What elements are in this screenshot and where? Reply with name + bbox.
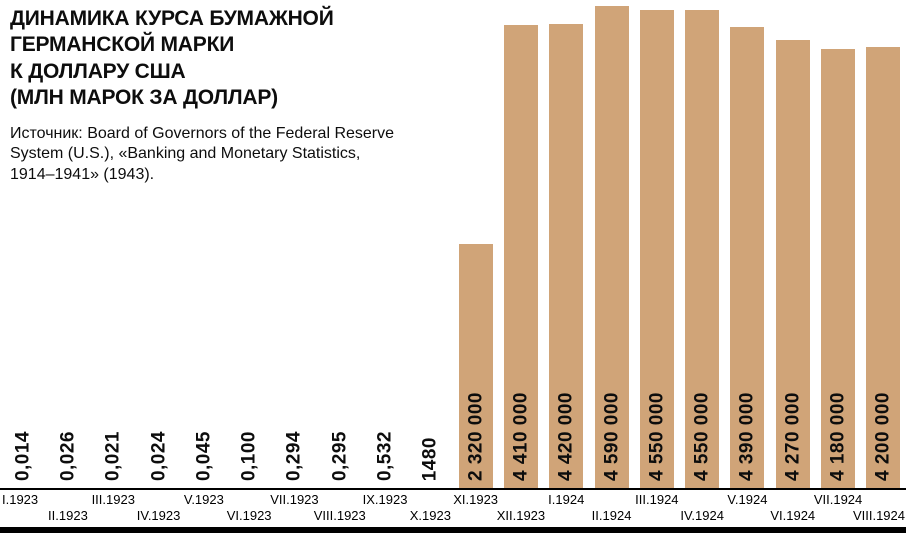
chart-header: ДИНАМИКА КУРСА БУМАЖНОЙ ГЕРМАНСКОЙ МАРКИ… xyxy=(10,6,394,185)
bar xyxy=(549,24,584,488)
bar-value-label: 0,532 xyxy=(374,430,396,481)
x-axis-label: V.1924 xyxy=(727,492,768,507)
bar-column: 2 320 000 xyxy=(453,0,498,488)
x-axis-label: III.1923 xyxy=(91,492,135,507)
bar-value-label: 4 200 000 xyxy=(872,391,894,481)
bar xyxy=(503,25,538,488)
chart-title: ДИНАМИКА КУРСА БУМАЖНОЙ ГЕРМАНСКОЙ МАРКИ… xyxy=(10,7,334,109)
bar-column: 4 180 000 xyxy=(815,0,860,488)
bar-value-label: 2 320 000 xyxy=(465,391,487,481)
bar xyxy=(730,27,765,488)
x-axis-label: IV.1923 xyxy=(136,508,181,523)
x-axis-label: II.1924 xyxy=(591,508,632,523)
bar-column: 1480 xyxy=(408,0,453,488)
bar-value-label: 4 390 000 xyxy=(736,391,758,481)
x-axis-label: VII.1924 xyxy=(813,492,863,507)
bar-column: 4 200 000 xyxy=(861,0,906,488)
bar xyxy=(458,244,493,488)
x-axis-label: IV.1924 xyxy=(680,508,724,523)
bar-column: 4 270 000 xyxy=(770,0,815,488)
bar-column: 4 590 000 xyxy=(589,0,634,488)
x-axis-labels: I.1923 II.1923 III.1923 IV.1923 V.1923 VI.192… xyxy=(0,491,906,525)
bar-value-label: 0,045 xyxy=(193,430,215,481)
bar-column: 4 390 000 xyxy=(725,0,770,488)
x-axis-label: IX.1923 xyxy=(362,492,408,507)
bar-column: 4 550 000 xyxy=(680,0,725,488)
x-axis-label: VIII.1924 xyxy=(852,508,905,523)
bar-value-label: 0,014 xyxy=(12,430,34,481)
plot-area: 0,014 0,026 0,021 0,024 0,045 0,100 0,294 0,295… xyxy=(12,0,906,488)
bar-value-label: 4 180 000 xyxy=(827,391,849,481)
x-axis-label: XI.1923 xyxy=(453,492,499,507)
bar-value-label: 4 270 000 xyxy=(782,391,804,481)
bar xyxy=(685,10,720,488)
x-axis-label: VIII.1923 xyxy=(313,508,366,523)
bar-value-label: 0,294 xyxy=(283,430,305,481)
x-axis-label: XII.1923 xyxy=(496,508,546,523)
x-axis-line xyxy=(0,488,906,490)
bar-value-label: 0,024 xyxy=(148,430,170,481)
bar xyxy=(594,6,629,488)
x-axis-label: VII.1923 xyxy=(270,492,319,507)
x-axis-label: VI.1923 xyxy=(226,508,272,523)
x-axis-label: VI.1924 xyxy=(770,508,816,523)
x-axis-label: I.1923 xyxy=(2,492,39,507)
x-axis-label: V.1923 xyxy=(183,492,224,507)
chart-source: Источник: Board of Governors of the Fede… xyxy=(10,125,395,183)
bar-value-label: 1480 xyxy=(419,436,441,481)
x-axis-label: I.1924 xyxy=(548,492,585,507)
x-axis-label: II.1923 xyxy=(48,508,88,523)
bar-value-label: 0,021 xyxy=(102,430,124,481)
bar-value-label: 4 590 000 xyxy=(601,391,623,481)
bottom-rule xyxy=(0,527,906,533)
bar-value-label: 0,295 xyxy=(329,430,351,481)
bar xyxy=(639,10,674,488)
bar xyxy=(866,47,901,488)
bar-column: 4 410 000 xyxy=(498,0,543,488)
bar xyxy=(821,49,856,488)
x-axis-label: X.1923 xyxy=(409,508,451,523)
bar-value-label: 4 550 000 xyxy=(691,391,713,481)
bar-column: 4 550 000 xyxy=(634,0,679,488)
bar xyxy=(775,40,810,488)
bar-value-label: 0,100 xyxy=(238,430,260,481)
bar-value-label: 4 550 000 xyxy=(646,391,668,481)
bar-value-label: 0,026 xyxy=(57,430,79,481)
bar-value-label: 4 420 000 xyxy=(555,391,577,481)
x-axis-label: III.1924 xyxy=(635,492,679,507)
bar-value-label: 4 410 000 xyxy=(510,391,532,481)
bar-column: 4 420 000 xyxy=(544,0,589,488)
